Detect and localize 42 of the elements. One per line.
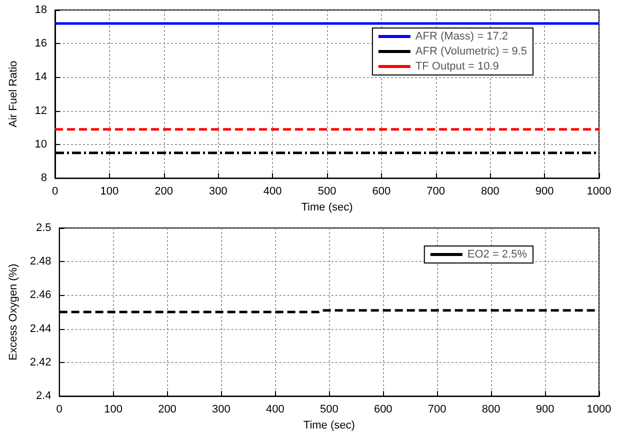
x-tick-label: 500: [320, 404, 338, 416]
x-tick-label: 100: [104, 404, 122, 416]
x-axis-title: Time (sec): [303, 420, 355, 432]
x-tick-label: 300: [212, 404, 230, 416]
y-axis-title: Air Fuel Ratio: [8, 60, 20, 128]
x-tick-label: 100: [100, 186, 119, 198]
x-tick-label: 1000: [586, 186, 612, 198]
x-tick-label: 900: [535, 186, 554, 198]
x-tick-label: 200: [154, 186, 173, 198]
x-tick-label: 300: [209, 186, 228, 198]
x-tick-label: 1000: [586, 404, 612, 416]
y-tick-label: 2.46: [30, 289, 52, 302]
x-tick-label: 800: [482, 404, 500, 416]
x-tick-label: 700: [426, 186, 445, 198]
y-tick-label: 2.48: [30, 256, 52, 268]
x-tick-label: 600: [372, 186, 391, 198]
x-tick-label: 400: [266, 404, 284, 416]
y-tick-label: 14: [34, 71, 47, 84]
legend-label: AFR (Mass) = 17.2: [415, 30, 508, 42]
legend-label: AFR (Volumetric) = 9.5: [415, 46, 528, 58]
x-tick-label: 600: [374, 404, 392, 416]
x-tick-label: 400: [263, 186, 282, 198]
y-tick-label: 8: [40, 172, 47, 184]
y-tick-label: 2.4: [36, 390, 52, 402]
y-tick-label: 10: [34, 138, 47, 150]
y-tick-label: 18: [34, 4, 47, 16]
x-tick-label: 700: [428, 404, 446, 416]
y-axis-title: Excess Oxygen (%): [8, 264, 20, 360]
y-tick-label: 2.5: [36, 222, 52, 234]
x-tick-label: 0: [56, 404, 62, 416]
y-tick-label: 2.42: [30, 356, 52, 368]
x-tick-label: 0: [52, 186, 58, 198]
x-tick-label: 900: [536, 404, 554, 416]
y-tick-label: 12: [34, 104, 47, 117]
legend-label: EO2 = 2.5%: [467, 248, 528, 260]
y-tick-label: 2.44: [30, 322, 52, 335]
x-tick-label: 200: [158, 404, 176, 416]
x-axis-title: Time (sec): [301, 202, 353, 214]
legend-label: TF Output = 10.9: [415, 60, 499, 72]
x-tick-label: 500: [318, 186, 336, 198]
x-tick-label: 800: [481, 186, 500, 198]
y-tick-label: 16: [34, 38, 47, 50]
